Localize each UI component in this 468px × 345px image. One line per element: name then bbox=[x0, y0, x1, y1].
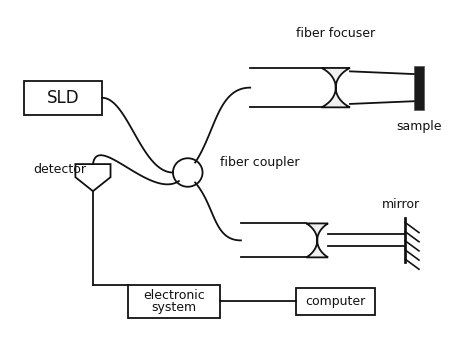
Bar bbox=[23, 81, 102, 115]
Bar bbox=[296, 288, 375, 315]
Ellipse shape bbox=[173, 158, 203, 187]
Text: computer: computer bbox=[306, 295, 366, 308]
Text: detector: detector bbox=[33, 162, 86, 176]
Text: fiber focuser: fiber focuser bbox=[296, 27, 375, 40]
Text: electronic: electronic bbox=[143, 289, 205, 302]
Text: system: system bbox=[151, 301, 197, 314]
Text: mirror: mirror bbox=[381, 198, 419, 211]
Text: SLD: SLD bbox=[47, 89, 79, 107]
Polygon shape bbox=[75, 164, 110, 191]
Polygon shape bbox=[307, 224, 328, 257]
Polygon shape bbox=[322, 68, 350, 107]
Text: fiber coupler: fiber coupler bbox=[220, 156, 300, 169]
Bar bbox=[414, 66, 424, 110]
Text: sample: sample bbox=[396, 120, 442, 133]
Bar bbox=[128, 285, 220, 318]
